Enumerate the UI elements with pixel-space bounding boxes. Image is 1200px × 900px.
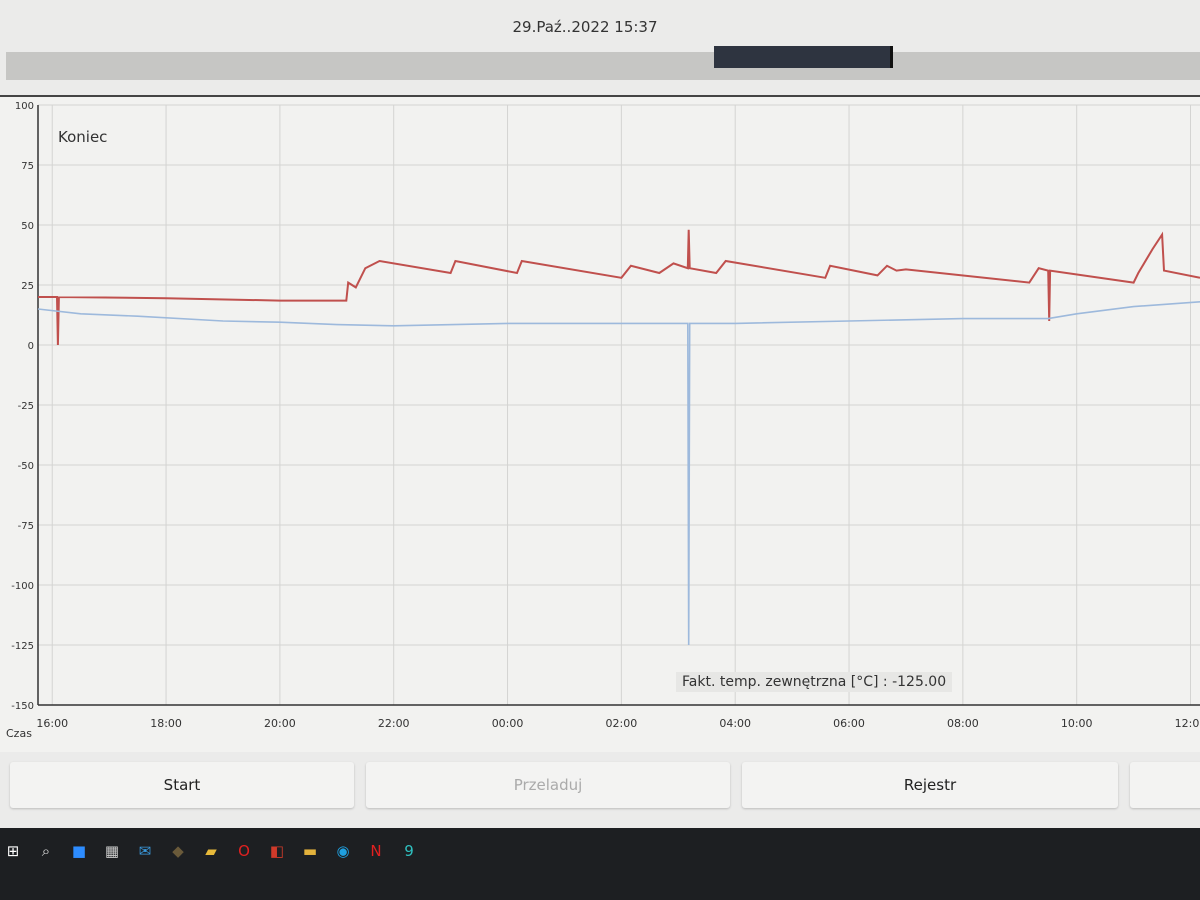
zoom-icon[interactable]: ■ <box>71 842 87 860</box>
y-tick-label: 25 <box>21 281 34 292</box>
taskbar: ⊞ ⌕ ■ ▦ ✉ ◆ ▰ O ◧ ▬ ◉ N 9 <box>0 828 1200 900</box>
calculator-icon[interactable]: ▦ <box>104 842 120 860</box>
chart-annotation: Koniec <box>58 128 108 146</box>
folder-icon[interactable]: ▬ <box>302 842 318 860</box>
register-button[interactable]: Rejestr <box>742 762 1118 808</box>
windows-icon[interactable]: ⊞ <box>6 842 20 860</box>
chart-tooltip: Fakt. temp. zewnętrzna [°C] : -125.00 <box>676 672 953 692</box>
app-icon[interactable]: ◆ <box>172 842 184 860</box>
x-tick-label: 08:00 <box>947 717 979 730</box>
x-tick-label: 16:00 <box>36 717 68 730</box>
files-icon[interactable]: ▰ <box>205 842 217 860</box>
x-tick-label: 20:00 <box>264 717 296 730</box>
netflix-icon[interactable]: N <box>370 842 382 860</box>
series-line-2 <box>37 301 1200 646</box>
chart-area <box>0 95 1200 752</box>
office-icon[interactable]: ◧ <box>269 842 285 860</box>
x-tick-label: 00:00 <box>492 717 524 730</box>
mail-icon[interactable]: ✉ <box>138 842 152 860</box>
x-tick-label: 12:00 <box>1175 717 1200 730</box>
start-button[interactable]: Start <box>10 762 354 808</box>
y-tick-label: 100 <box>15 101 34 112</box>
scrollbar-thumb[interactable] <box>714 46 893 68</box>
x-axis-label: Czas <box>6 727 32 740</box>
edge-icon[interactable]: ◉ <box>336 842 350 860</box>
y-tick-label: -25 <box>18 401 34 412</box>
y-tick-label: 75 <box>21 161 34 172</box>
x-tick-label: 02:00 <box>606 717 638 730</box>
extra-button[interactable] <box>1130 762 1200 808</box>
y-tick-label: -125 <box>11 641 34 652</box>
x-tick-label: 06:00 <box>833 717 865 730</box>
series-line-1 <box>38 229 1200 346</box>
app-window: 29.Paź..2022 15:37 100 75 50 25 0 -25 -50 -75 -1… <box>0 0 1200 830</box>
y-tick-label: 0 <box>28 341 34 352</box>
y-tick-label: -150 <box>11 701 34 712</box>
app9-icon[interactable]: 9 <box>404 842 414 860</box>
x-tick-label: 18:00 <box>150 717 182 730</box>
x-tick-label: 22:00 <box>378 717 410 730</box>
search-icon[interactable]: ⌕ <box>41 842 51 860</box>
opera-icon[interactable]: O <box>238 842 250 860</box>
x-tick-label: 10:00 <box>1061 717 1093 730</box>
reload-button[interactable]: Przeladuj <box>366 762 730 808</box>
y-tick-label: -50 <box>18 461 34 472</box>
y-tick-label: -75 <box>18 521 34 532</box>
y-tick-label: -100 <box>11 581 34 592</box>
time-scrollbar[interactable] <box>6 46 1200 80</box>
y-tick-label: 50 <box>21 221 34 232</box>
x-tick-label: 04:00 <box>719 717 751 730</box>
datetime-label: 29.Paź..2022 15:37 <box>512 18 658 36</box>
